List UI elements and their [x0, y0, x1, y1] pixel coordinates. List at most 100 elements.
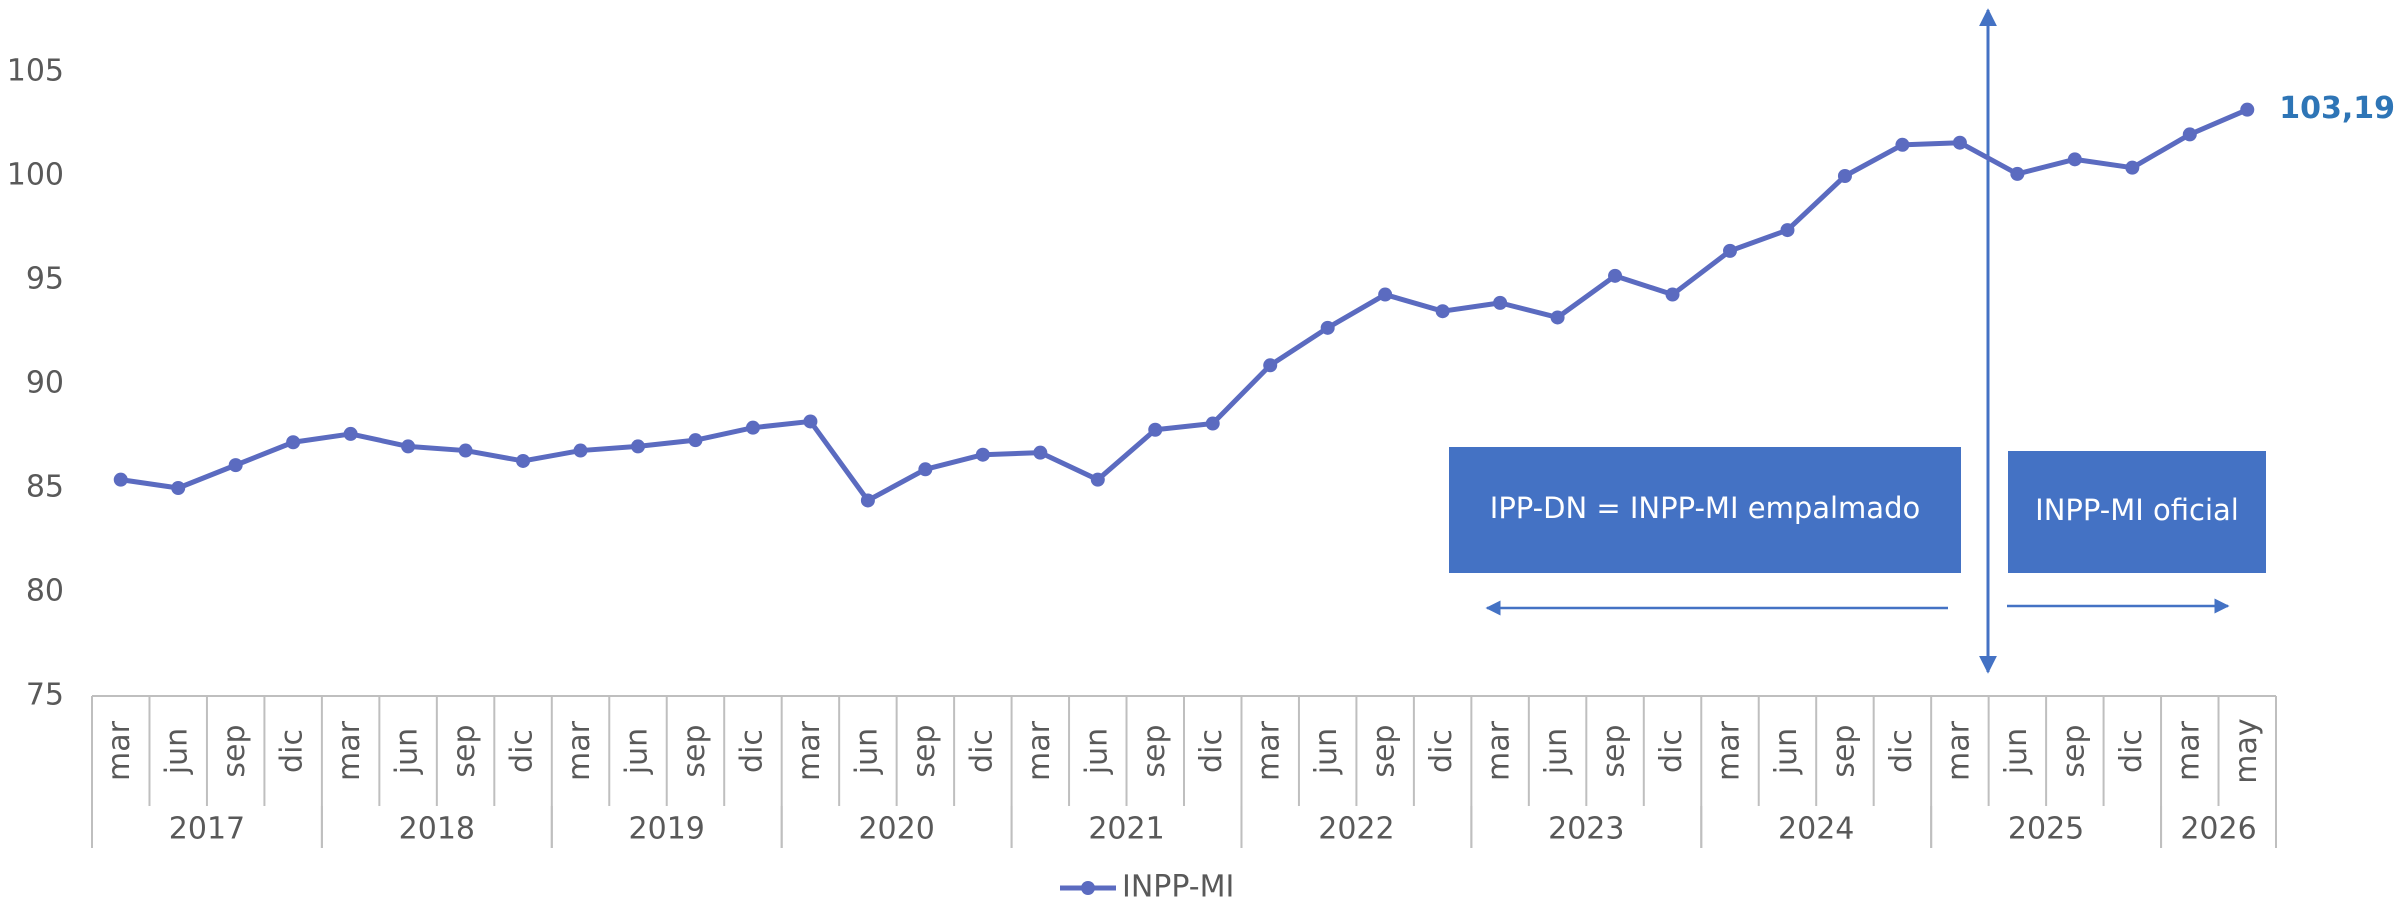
- data-point: [1608, 268, 1623, 283]
- year-label: 2020: [858, 812, 934, 847]
- x-tick-label: dic: [505, 729, 540, 773]
- x-tick-label: sep: [447, 724, 482, 777]
- data-point: [1263, 358, 1278, 373]
- data-label: 103,19: [2279, 91, 2395, 126]
- data-point: [2010, 166, 2025, 181]
- data-point: [2067, 152, 2082, 167]
- data-point: [1780, 223, 1795, 238]
- x-tick-label: sep: [1137, 724, 1172, 777]
- x-tick-label: sep: [1367, 724, 1402, 777]
- x-tick-label: sep: [907, 724, 942, 777]
- x-tick-label: mar: [1941, 720, 1976, 781]
- x-tick-label: mar: [1022, 720, 1057, 781]
- y-tick-label: 85: [26, 470, 64, 505]
- x-tick-label: mar: [2171, 720, 2206, 781]
- data-point: [1148, 422, 1163, 437]
- x-tick-label: dic: [1194, 729, 1229, 773]
- data-point: [1320, 320, 1335, 335]
- data-point: [1665, 287, 1680, 302]
- x-tick-label: may: [2229, 718, 2264, 783]
- x-tick-label: dic: [734, 729, 769, 773]
- annotation-text: INPP-MI oficial: [2035, 493, 2239, 527]
- legend-label: INPP-MI: [1122, 870, 1234, 904]
- x-tick-label: jun: [1079, 728, 1114, 775]
- data-point: [2182, 127, 2197, 142]
- data-point: [1895, 137, 1910, 152]
- data-point: [171, 481, 186, 495]
- x-tick-label: dic: [964, 729, 999, 773]
- data-point: [1033, 445, 1048, 460]
- year-label: 2023: [1548, 812, 1624, 847]
- legend-marker: [1081, 881, 1095, 895]
- data-point: [745, 420, 760, 435]
- data-point: [573, 443, 588, 458]
- data-point: [2240, 102, 2255, 117]
- year-label: 2019: [629, 812, 705, 847]
- x-tick-label: mar: [1712, 720, 1747, 781]
- data-point: [286, 435, 301, 450]
- data-point: [2125, 160, 2140, 175]
- x-tick-label: mar: [792, 720, 827, 781]
- x-tick-label: sep: [677, 724, 712, 777]
- data-point: [803, 414, 818, 429]
- y-tick-label: 90: [26, 366, 64, 401]
- data-point: [1435, 304, 1450, 319]
- x-tick-label: dic: [2114, 729, 2149, 773]
- x-tick-label: mar: [102, 720, 137, 781]
- x-tick-label: jun: [620, 728, 655, 775]
- year-label: 2026: [2180, 812, 2256, 847]
- data-point: [1378, 287, 1393, 302]
- data-point: [1837, 169, 1852, 183]
- x-tick-label: dic: [1424, 729, 1459, 773]
- year-label: 2018: [399, 812, 475, 847]
- annotation-box: [2008, 451, 2266, 573]
- x-tick-label: mar: [1252, 720, 1287, 781]
- y-tick-label: 75: [26, 678, 64, 713]
- x-tick-label: jun: [390, 728, 425, 775]
- data-point: [1952, 135, 1967, 150]
- x-tick-label: jun: [1999, 728, 2034, 775]
- year-label: 2021: [1088, 812, 1164, 847]
- annotation-box: [1449, 447, 1961, 573]
- data-point: [1090, 472, 1105, 487]
- data-point: [1205, 416, 1220, 431]
- x-tick-label: sep: [217, 724, 252, 777]
- data-point: [631, 439, 645, 454]
- data-point: [228, 458, 243, 473]
- year-label: 2022: [1318, 812, 1394, 847]
- data-point: [516, 453, 531, 468]
- x-tick-label: sep: [1597, 724, 1632, 777]
- data-point: [975, 447, 990, 462]
- annotation-text: IPP-DN = INPP-MI empalmado: [1490, 491, 1920, 525]
- x-tick-label: dic: [1884, 729, 1919, 773]
- y-tick-label: 105: [7, 54, 64, 89]
- x-tick-label: mar: [1482, 720, 1517, 781]
- x-tick-label: jun: [1309, 728, 1344, 775]
- x-tick-label: dic: [1654, 729, 1689, 773]
- x-tick-label: jun: [1539, 728, 1574, 775]
- y-tick-label: 95: [26, 262, 64, 297]
- series-line: [120, 107, 2249, 503]
- y-tick-label: 80: [26, 574, 64, 609]
- x-tick-label: sep: [1826, 724, 1861, 777]
- data-point: [860, 493, 875, 508]
- data-point: [343, 426, 358, 441]
- year-label: 2024: [1778, 812, 1854, 847]
- data-point: [401, 439, 416, 454]
- data-point: [918, 462, 933, 477]
- data-point: [1493, 295, 1508, 310]
- x-tick-label: jun: [1769, 728, 1804, 775]
- x-tick-label: mar: [332, 720, 367, 781]
- x-tick-label: sep: [2056, 724, 2091, 777]
- data-point: [1723, 243, 1737, 258]
- data-point: [688, 433, 703, 448]
- year-label: 2025: [2008, 812, 2084, 847]
- x-tick-label: dic: [275, 729, 310, 773]
- x-tick-label: mar: [562, 720, 597, 781]
- x-tick-label: jun: [160, 728, 195, 775]
- x-tick-label: jun: [849, 728, 884, 775]
- data-point: [1550, 310, 1565, 325]
- data-point: [113, 472, 128, 487]
- y-tick-label: 100: [7, 158, 64, 193]
